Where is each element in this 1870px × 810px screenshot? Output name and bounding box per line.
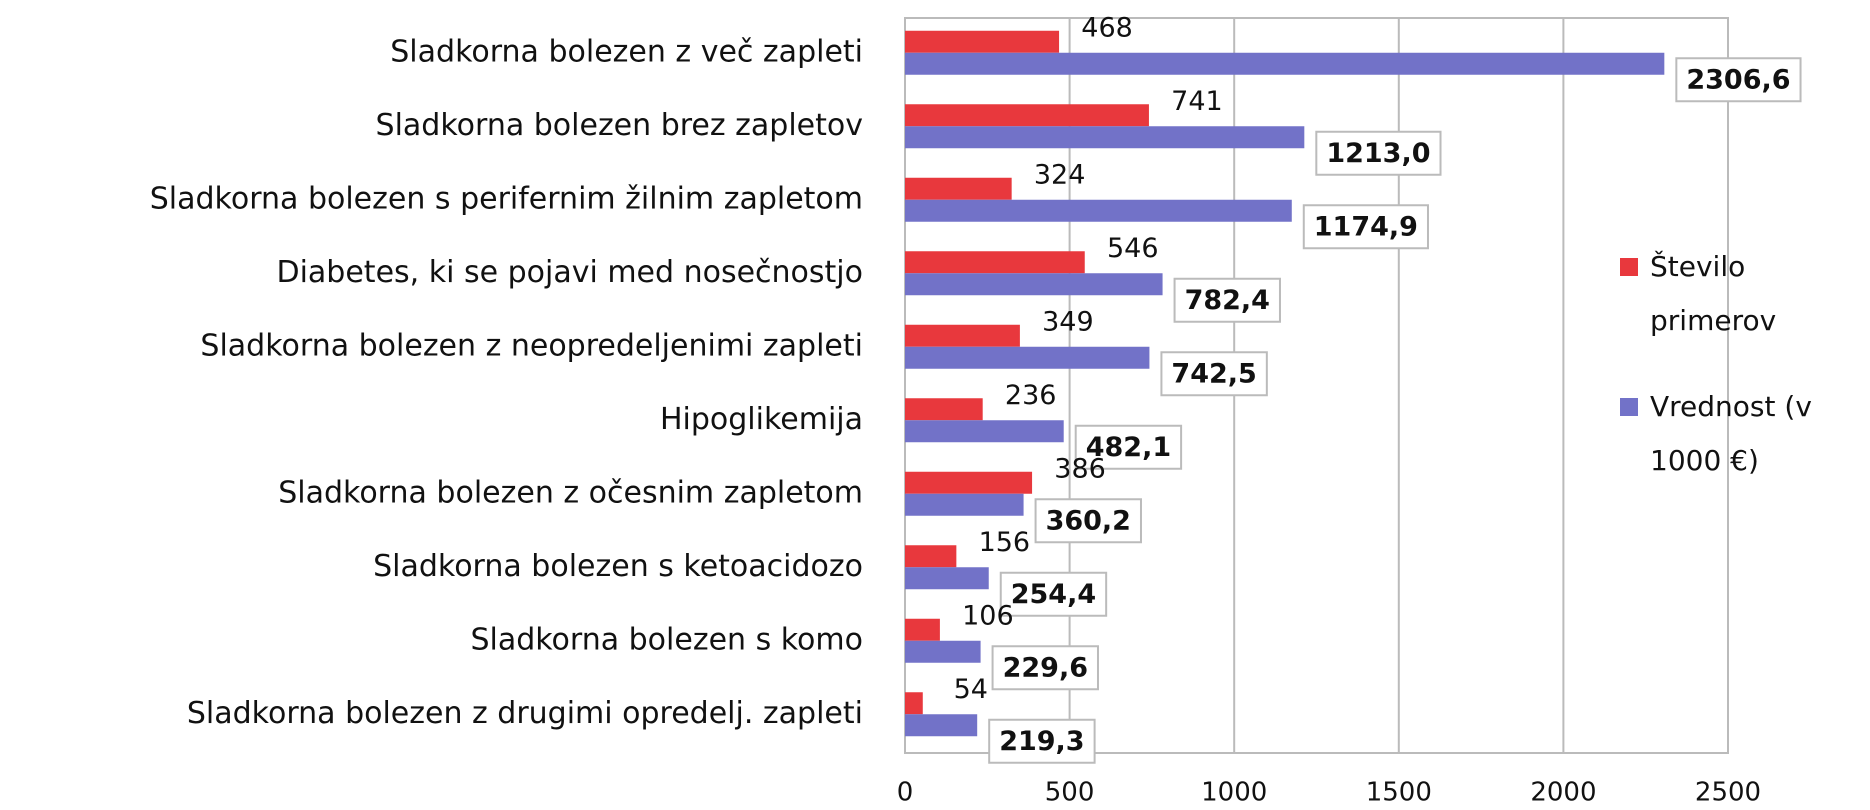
- bar: [905, 177, 1012, 200]
- data-label: 360,2: [1046, 505, 1131, 536]
- data-label: 106: [962, 600, 1014, 631]
- bar: [905, 471, 1033, 494]
- bar: [905, 126, 1305, 149]
- category-label: Sladkorna bolezen z očesnim zapletom: [278, 475, 863, 510]
- bar: [905, 273, 1163, 296]
- x-tick-label: 0: [897, 778, 914, 808]
- data-label: 349: [1042, 306, 1094, 337]
- bar: [905, 640, 981, 663]
- legend-label: Število primerov: [1650, 250, 1777, 337]
- legend-swatch: [1620, 258, 1638, 276]
- bar: [905, 545, 957, 568]
- data-label-box: [1034, 498, 1142, 544]
- data-label: 1213,0: [1326, 138, 1430, 169]
- bar: [905, 324, 1020, 347]
- data-label-box: [1173, 277, 1281, 323]
- x-tick-label: 1000: [1201, 778, 1267, 808]
- category-label: Sladkorna bolezen z drugimi opredelj. za…: [187, 696, 863, 731]
- data-label: 2306,6: [1686, 64, 1790, 95]
- category-label: Sladkorna bolezen z več zapleti: [390, 34, 863, 69]
- data-label: 546: [1107, 233, 1159, 264]
- legend-label: Vrednost (v 1000 €): [1650, 390, 1812, 477]
- category-label: Hipoglikemija: [660, 402, 863, 437]
- x-tick-label: 2500: [1695, 778, 1761, 808]
- data-label: 236: [1005, 380, 1057, 411]
- data-label-box: [991, 645, 1099, 691]
- category-label: Sladkorna bolezen s perifernim žilnim za…: [150, 181, 863, 216]
- category-label: Sladkorna bolezen s ketoacidozo: [373, 549, 863, 584]
- data-label: 482,1: [1086, 432, 1171, 463]
- x-tick-label: 1500: [1366, 778, 1432, 808]
- data-label: 254,4: [1011, 579, 1096, 610]
- category-label: Sladkorna bolezen z neopredeljenimi zapl…: [200, 328, 863, 363]
- data-label: 219,3: [999, 726, 1084, 757]
- data-label: 782,4: [1185, 285, 1270, 316]
- x-tick-label: 500: [1045, 778, 1095, 808]
- data-label: 468: [1081, 12, 1133, 43]
- bar: [905, 692, 923, 715]
- data-label-box: [988, 718, 1096, 764]
- legend-item: Vrednost (v 1000 €): [1620, 380, 1840, 488]
- data-label: 324: [1034, 159, 1086, 190]
- data-label: 742,5: [1171, 358, 1256, 389]
- bar: [905, 52, 1665, 75]
- x-tick-label: 2000: [1530, 778, 1596, 808]
- data-label-box: [1675, 57, 1802, 103]
- data-label: 1174,9: [1314, 211, 1418, 242]
- bar: [905, 346, 1150, 369]
- bar: [905, 618, 940, 641]
- data-label: 741: [1171, 86, 1223, 117]
- legend-swatch: [1620, 398, 1638, 416]
- bar: [905, 30, 1060, 53]
- category-label: Sladkorna bolezen s komo: [470, 622, 863, 657]
- data-label-box: [1315, 130, 1442, 176]
- bar: [905, 493, 1024, 516]
- data-label: 229,6: [1003, 652, 1088, 683]
- data-label: 54: [954, 674, 988, 705]
- data-label: 386: [1054, 453, 1106, 484]
- data-label-box: [1302, 204, 1429, 250]
- bar: [905, 714, 978, 737]
- category-label: Diabetes, ki se pojavi med nosečnostjo: [276, 255, 863, 290]
- category-label: Sladkorna bolezen brez zapletov: [376, 108, 863, 143]
- bar: [905, 420, 1064, 443]
- bar: [905, 199, 1292, 222]
- data-label-box: [1160, 351, 1268, 397]
- data-label-box: [999, 571, 1108, 617]
- data-label: 156: [979, 527, 1031, 558]
- data-label-box: [1074, 424, 1183, 470]
- bar: [905, 398, 983, 421]
- bar: [905, 567, 989, 590]
- bar: [905, 104, 1149, 127]
- legend-item: Število primerov: [1620, 240, 1840, 348]
- bar: [905, 251, 1085, 274]
